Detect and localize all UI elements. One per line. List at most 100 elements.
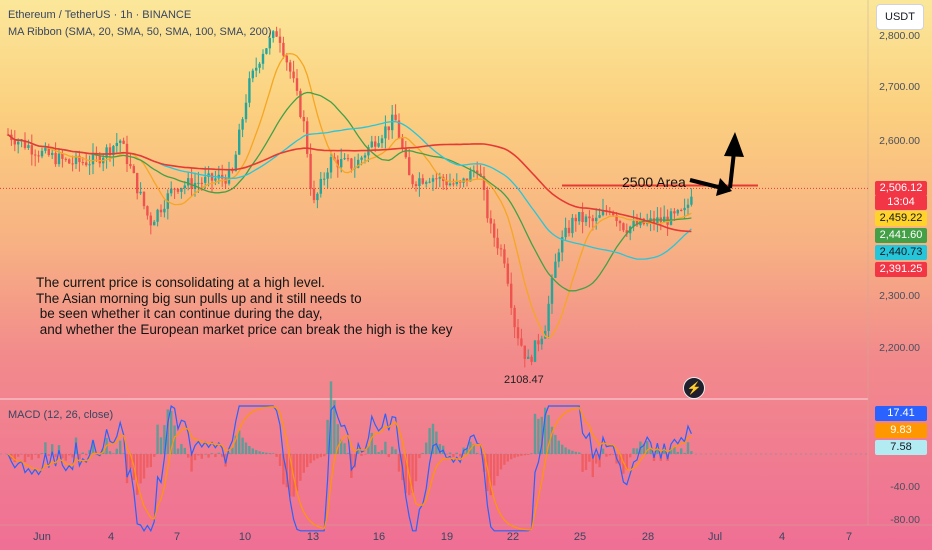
candle-body <box>319 178 322 194</box>
macd-histogram-bar <box>142 454 146 479</box>
macd-histogram-bar <box>425 442 428 454</box>
macd-histogram-bar <box>190 454 193 472</box>
macd-histogram-bar <box>166 409 169 454</box>
candle-body <box>132 166 135 174</box>
macd-histogram-bar <box>241 437 244 454</box>
candle-body <box>520 338 523 346</box>
macd-histogram-bar <box>180 444 183 454</box>
chart-title: Ethereum / TetherUS · 1h · BINANCE <box>8 9 192 21</box>
macd-histogram-bar <box>200 454 203 459</box>
macd-histogram-bar <box>476 452 479 454</box>
candle-body <box>493 223 496 238</box>
candle-body <box>227 169 231 184</box>
macd-histogram-bar <box>173 425 176 454</box>
macd-histogram-bar <box>210 453 214 454</box>
time-tick: 19 <box>440 531 454 543</box>
price-tick: 2,200.00 <box>879 342 920 354</box>
macd-histogram-bar <box>326 419 329 454</box>
macd-histogram-bar <box>646 440 649 454</box>
macd-histogram-bar <box>391 446 394 454</box>
candle-body <box>292 71 295 79</box>
candle-body <box>571 217 574 234</box>
candle-body <box>329 157 333 173</box>
macd-histogram-bar <box>367 445 370 454</box>
candle-body <box>550 277 554 304</box>
currency-button[interactable]: USDT <box>876 4 924 30</box>
candle-body <box>346 158 350 160</box>
macd-histogram-bar <box>309 454 312 464</box>
macd-histogram-bar <box>489 454 492 496</box>
macd-histogram-bar <box>119 440 122 454</box>
macd-histogram-bar <box>61 454 64 459</box>
macd-histogram-bar <box>564 447 567 454</box>
macd-histogram-bar <box>88 450 91 454</box>
time-tick: 16 <box>372 531 386 543</box>
sma50-tag: 2,441.60 <box>875 228 927 243</box>
macd-histogram-bar <box>605 454 608 457</box>
candle-body <box>455 181 458 185</box>
macd-histogram-bar <box>380 450 384 454</box>
candle-body <box>183 185 186 189</box>
macd-histogram-bar <box>581 454 584 472</box>
macd-histogram-bar <box>115 448 118 454</box>
histogram-value-tag: 7.58 <box>875 440 927 455</box>
candle-body <box>105 147 108 158</box>
candle-body <box>265 48 268 54</box>
macd-histogram-bar <box>265 452 268 454</box>
macd-histogram-bar <box>418 454 421 459</box>
macd-histogram-bar <box>629 454 632 458</box>
macd-histogram-bar <box>680 448 683 454</box>
macd-histogram-bar <box>227 452 231 454</box>
macd-histogram-bar <box>397 454 401 472</box>
time-tick: Jun <box>33 531 51 543</box>
macd-histogram-bar <box>649 448 652 454</box>
price-tick: 2,700.00 <box>879 81 920 93</box>
macd-histogram-bar <box>690 451 693 454</box>
candle-body <box>489 218 492 224</box>
candle-body <box>289 62 292 72</box>
low-price-label: 2108.47 <box>504 374 544 386</box>
macd-histogram-bar <box>183 447 186 454</box>
candle-body <box>537 340 540 345</box>
candle-body <box>683 207 686 211</box>
macd-histogram-bar <box>207 454 210 458</box>
macd-histogram-bar <box>421 453 424 454</box>
candle-body <box>234 154 237 172</box>
macd-histogram-bar <box>598 454 601 468</box>
macd-histogram-bar <box>234 435 237 454</box>
sma20-tag: 2,459.22 <box>875 211 927 226</box>
lightning-icon[interactable]: ⚡ <box>683 377 705 399</box>
macd-histogram-bar <box>255 450 258 454</box>
macd-histogram-bar <box>258 451 261 454</box>
candle-body <box>176 188 180 192</box>
candle-body <box>51 152 54 155</box>
candle-body <box>357 159 360 168</box>
macd-histogram-bar <box>357 448 360 454</box>
time-tick: 4 <box>778 531 786 543</box>
candle-body <box>632 221 635 227</box>
candle-body <box>496 237 499 249</box>
macd-histogram-bar <box>618 454 622 466</box>
macd-histogram-bar <box>153 454 156 457</box>
macd-histogram-bar <box>547 415 550 454</box>
macd-histogram-bar <box>30 454 33 460</box>
time-tick: 7 <box>173 531 181 543</box>
macd-title: MACD (12, 26, close) <box>8 409 114 421</box>
macd-histogram-bar <box>68 454 71 456</box>
macd-histogram-bar <box>139 454 142 484</box>
sma50-line <box>7 91 692 292</box>
candle-body <box>197 182 200 184</box>
candle-body <box>136 173 139 194</box>
macd-histogram-bar <box>554 434 557 454</box>
macd-histogram-bar <box>44 442 47 454</box>
macd-histogram-bar <box>513 454 516 458</box>
macd-histogram-bar <box>78 454 81 459</box>
macd-histogram-bar <box>469 441 472 454</box>
macd-histogram-bar <box>496 454 499 477</box>
macd-histogram-bar <box>336 424 339 454</box>
candle-body <box>261 53 265 64</box>
ma-ribbon-label: MA Ribbon (SMA, 20, SMA, 50, SMA, 100, S… <box>8 26 272 38</box>
macd-histogram-bar <box>601 448 605 454</box>
candle-body <box>425 182 428 184</box>
